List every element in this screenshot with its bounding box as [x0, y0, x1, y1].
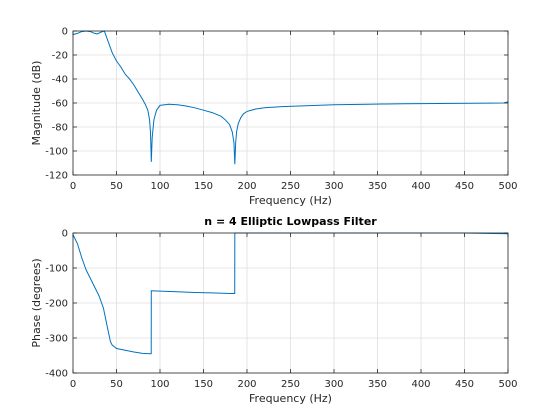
phase-axes: 0 50 100 150 200 250 300 350 400 450 500 0 -100 -200 -… — [30, 215, 518, 405]
magnitude-y-tick-label: -40 — [52, 75, 68, 86]
magnitude-y-tick-label: -100 — [45, 147, 68, 158]
phase-ticks: 0 50 100 150 200 250 300 350 400 450 500 0 -100 -200 -… — [45, 229, 517, 391]
magnitude-x-tick-label: 150 — [194, 181, 213, 192]
magnitude-x-tick-label: 300 — [324, 181, 343, 192]
magnitude-x-tick-label: 200 — [237, 181, 256, 192]
phase-x-tick-label: 100 — [150, 379, 169, 390]
phase-x-tick-label: 200 — [237, 379, 256, 390]
phase-x-tick-label: 250 — [281, 379, 300, 390]
magnitude-y-tick-label: -120 — [45, 171, 68, 182]
magnitude-y-tick-label: -60 — [52, 99, 68, 110]
magnitude-x-tick-label: 250 — [281, 181, 300, 192]
phase-x-tick-label: 450 — [455, 379, 474, 390]
phase-y-tick-label: -300 — [45, 334, 68, 345]
magnitude-y-tick-label: 0 — [62, 27, 68, 38]
magnitude-x-tick-label: 350 — [368, 181, 387, 192]
phase-x-axis-label: Frequency (Hz) — [249, 392, 332, 405]
magnitude-y-axis-label: Magnitude (dB) — [30, 61, 43, 146]
phase-y-tick-label: -200 — [45, 299, 68, 310]
magnitude-x-tick-label: 0 — [70, 181, 76, 192]
magnitude-x-axis-label: Frequency (Hz) — [249, 194, 332, 207]
magnitude-y-tick-label: -20 — [52, 51, 68, 62]
magnitude-series-line — [72, 30, 509, 165]
phase-x-tick-label: 300 — [324, 379, 343, 390]
magnitude-axes: 0 50 100 150 200 250 300 350 400 450 500 0 -20 -40 -60… — [30, 27, 518, 208]
phase-y-tick-label: 0 — [62, 229, 68, 240]
phase-y-axis-label: Phase (degrees) — [30, 258, 43, 347]
phase-x-tick-label: 500 — [498, 379, 517, 390]
magnitude-x-tick-label: 50 — [110, 181, 123, 192]
magnitude-x-tick-label: 400 — [411, 181, 430, 192]
magnitude-x-tick-label: 450 — [455, 181, 474, 192]
phase-x-tick-label: 0 — [70, 379, 76, 390]
phase-x-tick-label: 150 — [194, 379, 213, 390]
magnitude-x-tick-label: 100 — [150, 181, 169, 192]
magnitude-x-tick-label: 500 — [498, 181, 517, 192]
phase-y-tick-label: -400 — [45, 369, 68, 380]
magnitude-ticks: 0 50 100 150 200 250 300 350 400 450 500 0 -20 -40 -60… — [45, 27, 517, 193]
phase-x-tick-label: 350 — [368, 379, 387, 390]
phase-chart-title: n = 4 Elliptic Lowpass Filter — [204, 215, 377, 228]
magnitude-y-tick-label: -80 — [52, 123, 68, 134]
phase-x-tick-label: 400 — [411, 379, 430, 390]
phase-x-tick-label: 50 — [110, 379, 123, 390]
phase-y-tick-label: -100 — [45, 264, 68, 275]
